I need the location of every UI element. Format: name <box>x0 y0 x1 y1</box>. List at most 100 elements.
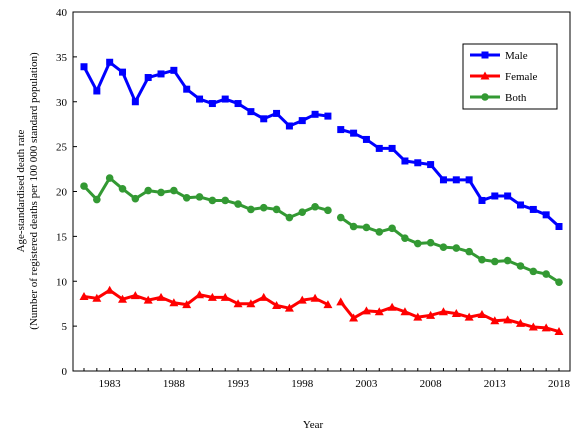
data-point <box>208 100 216 108</box>
data-point <box>234 200 242 208</box>
data-point <box>554 327 564 336</box>
data-point <box>504 192 512 200</box>
data-point <box>284 303 294 312</box>
data-point <box>452 176 460 184</box>
data-point <box>375 144 383 152</box>
series-line <box>340 128 561 228</box>
data-point <box>298 117 306 125</box>
data-point <box>182 300 192 309</box>
data-point <box>311 110 319 118</box>
data-point <box>414 159 422 167</box>
data-point <box>170 66 178 74</box>
data-point <box>516 201 524 209</box>
data-point <box>528 322 538 331</box>
series-female <box>79 285 564 336</box>
data-point <box>324 112 332 120</box>
data-point <box>285 122 293 130</box>
x-tick-label: 2008 <box>420 378 443 390</box>
y-tick-label: 10 <box>56 276 68 288</box>
series-both <box>80 174 563 286</box>
data-point <box>220 292 230 301</box>
data-point <box>80 182 88 190</box>
data-point <box>361 306 371 315</box>
legend-label: Female <box>505 71 537 83</box>
data-point <box>233 299 243 308</box>
x-axis-label: Year <box>303 419 324 431</box>
data-point <box>478 196 486 204</box>
data-point <box>272 300 282 309</box>
data-point <box>259 292 269 301</box>
data-point <box>106 58 114 66</box>
data-point <box>401 234 409 242</box>
data-point <box>118 294 128 303</box>
data-point <box>272 205 281 214</box>
data-point <box>452 244 461 252</box>
data-point <box>234 100 242 108</box>
data-point <box>298 208 307 216</box>
legend-item-both: Both <box>470 92 527 104</box>
data-point <box>439 243 448 251</box>
data-point <box>337 126 345 134</box>
legend-marker <box>481 51 489 59</box>
data-point <box>156 292 166 301</box>
data-point <box>503 256 512 265</box>
data-point <box>105 285 115 294</box>
data-point <box>490 316 500 325</box>
data-point <box>157 70 165 78</box>
legend-marker <box>480 71 490 80</box>
data-point <box>207 292 217 301</box>
data-point <box>349 313 359 322</box>
data-point <box>93 87 101 95</box>
series-line <box>82 176 329 220</box>
data-point <box>491 257 499 266</box>
legend-item-male: Male <box>470 50 528 62</box>
x-tick-label: 2013 <box>484 378 507 390</box>
data-point <box>143 295 153 304</box>
data-point <box>195 290 205 299</box>
data-point <box>285 213 294 222</box>
data-point <box>465 176 473 184</box>
data-point <box>529 267 538 276</box>
y-tick-label: 15 <box>56 231 68 243</box>
data-point <box>260 115 268 123</box>
data-point <box>477 309 487 318</box>
y-tick-label: 35 <box>56 52 68 64</box>
data-point <box>478 255 486 264</box>
data-point <box>208 196 217 205</box>
data-point <box>388 144 396 152</box>
data-point <box>105 174 114 182</box>
x-tick-label: 2003 <box>355 378 378 390</box>
data-point <box>413 312 423 321</box>
data-point <box>118 185 127 193</box>
data-point <box>555 278 563 286</box>
data-point <box>465 247 473 256</box>
data-point <box>221 196 230 205</box>
data-point <box>323 300 333 309</box>
data-point <box>131 98 139 106</box>
x-tick-label: 1983 <box>99 378 122 390</box>
data-point <box>388 224 396 233</box>
legend-marker <box>481 93 489 101</box>
data-point <box>555 223 563 231</box>
data-point <box>79 292 89 301</box>
data-point <box>131 194 140 203</box>
series-layer <box>79 58 564 336</box>
x-tick-label: 2018 <box>548 378 571 390</box>
data-point <box>221 95 229 103</box>
data-point <box>336 213 345 222</box>
data-point <box>542 211 550 219</box>
data-point <box>144 74 152 82</box>
data-point <box>362 223 371 232</box>
data-point <box>464 312 474 321</box>
x-tick-label: 1988 <box>163 378 186 390</box>
data-point <box>426 238 435 247</box>
y-tick-label: 0 <box>62 366 68 378</box>
data-point <box>130 291 140 300</box>
y-tick-label: 40 <box>56 7 68 19</box>
data-point <box>247 108 255 116</box>
data-point <box>170 186 178 195</box>
data-point <box>259 203 268 212</box>
legend-label: Both <box>505 92 527 104</box>
data-point <box>324 206 332 215</box>
